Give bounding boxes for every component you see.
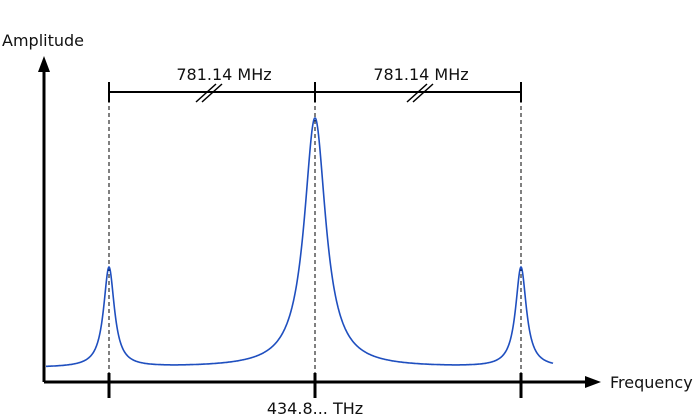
y-axis-label: Amplitude <box>2 31 84 50</box>
spacing-label-right: 781.14 MHz <box>373 65 468 84</box>
spectrum-curve <box>46 117 554 368</box>
spacing-label-left: 781.14 MHz <box>176 65 271 84</box>
break-mark-left-1 <box>195 83 217 103</box>
x-axis-arrow <box>585 376 601 388</box>
break-mark-right-1 <box>406 83 428 103</box>
center-frequency-label: 434.8... THz <box>267 399 363 416</box>
break-mark-left-2 <box>201 83 223 103</box>
y-axis-arrow <box>38 56 50 72</box>
break-mark-right-2 <box>412 83 434 103</box>
x-axis-label: Frequency <box>610 373 693 392</box>
